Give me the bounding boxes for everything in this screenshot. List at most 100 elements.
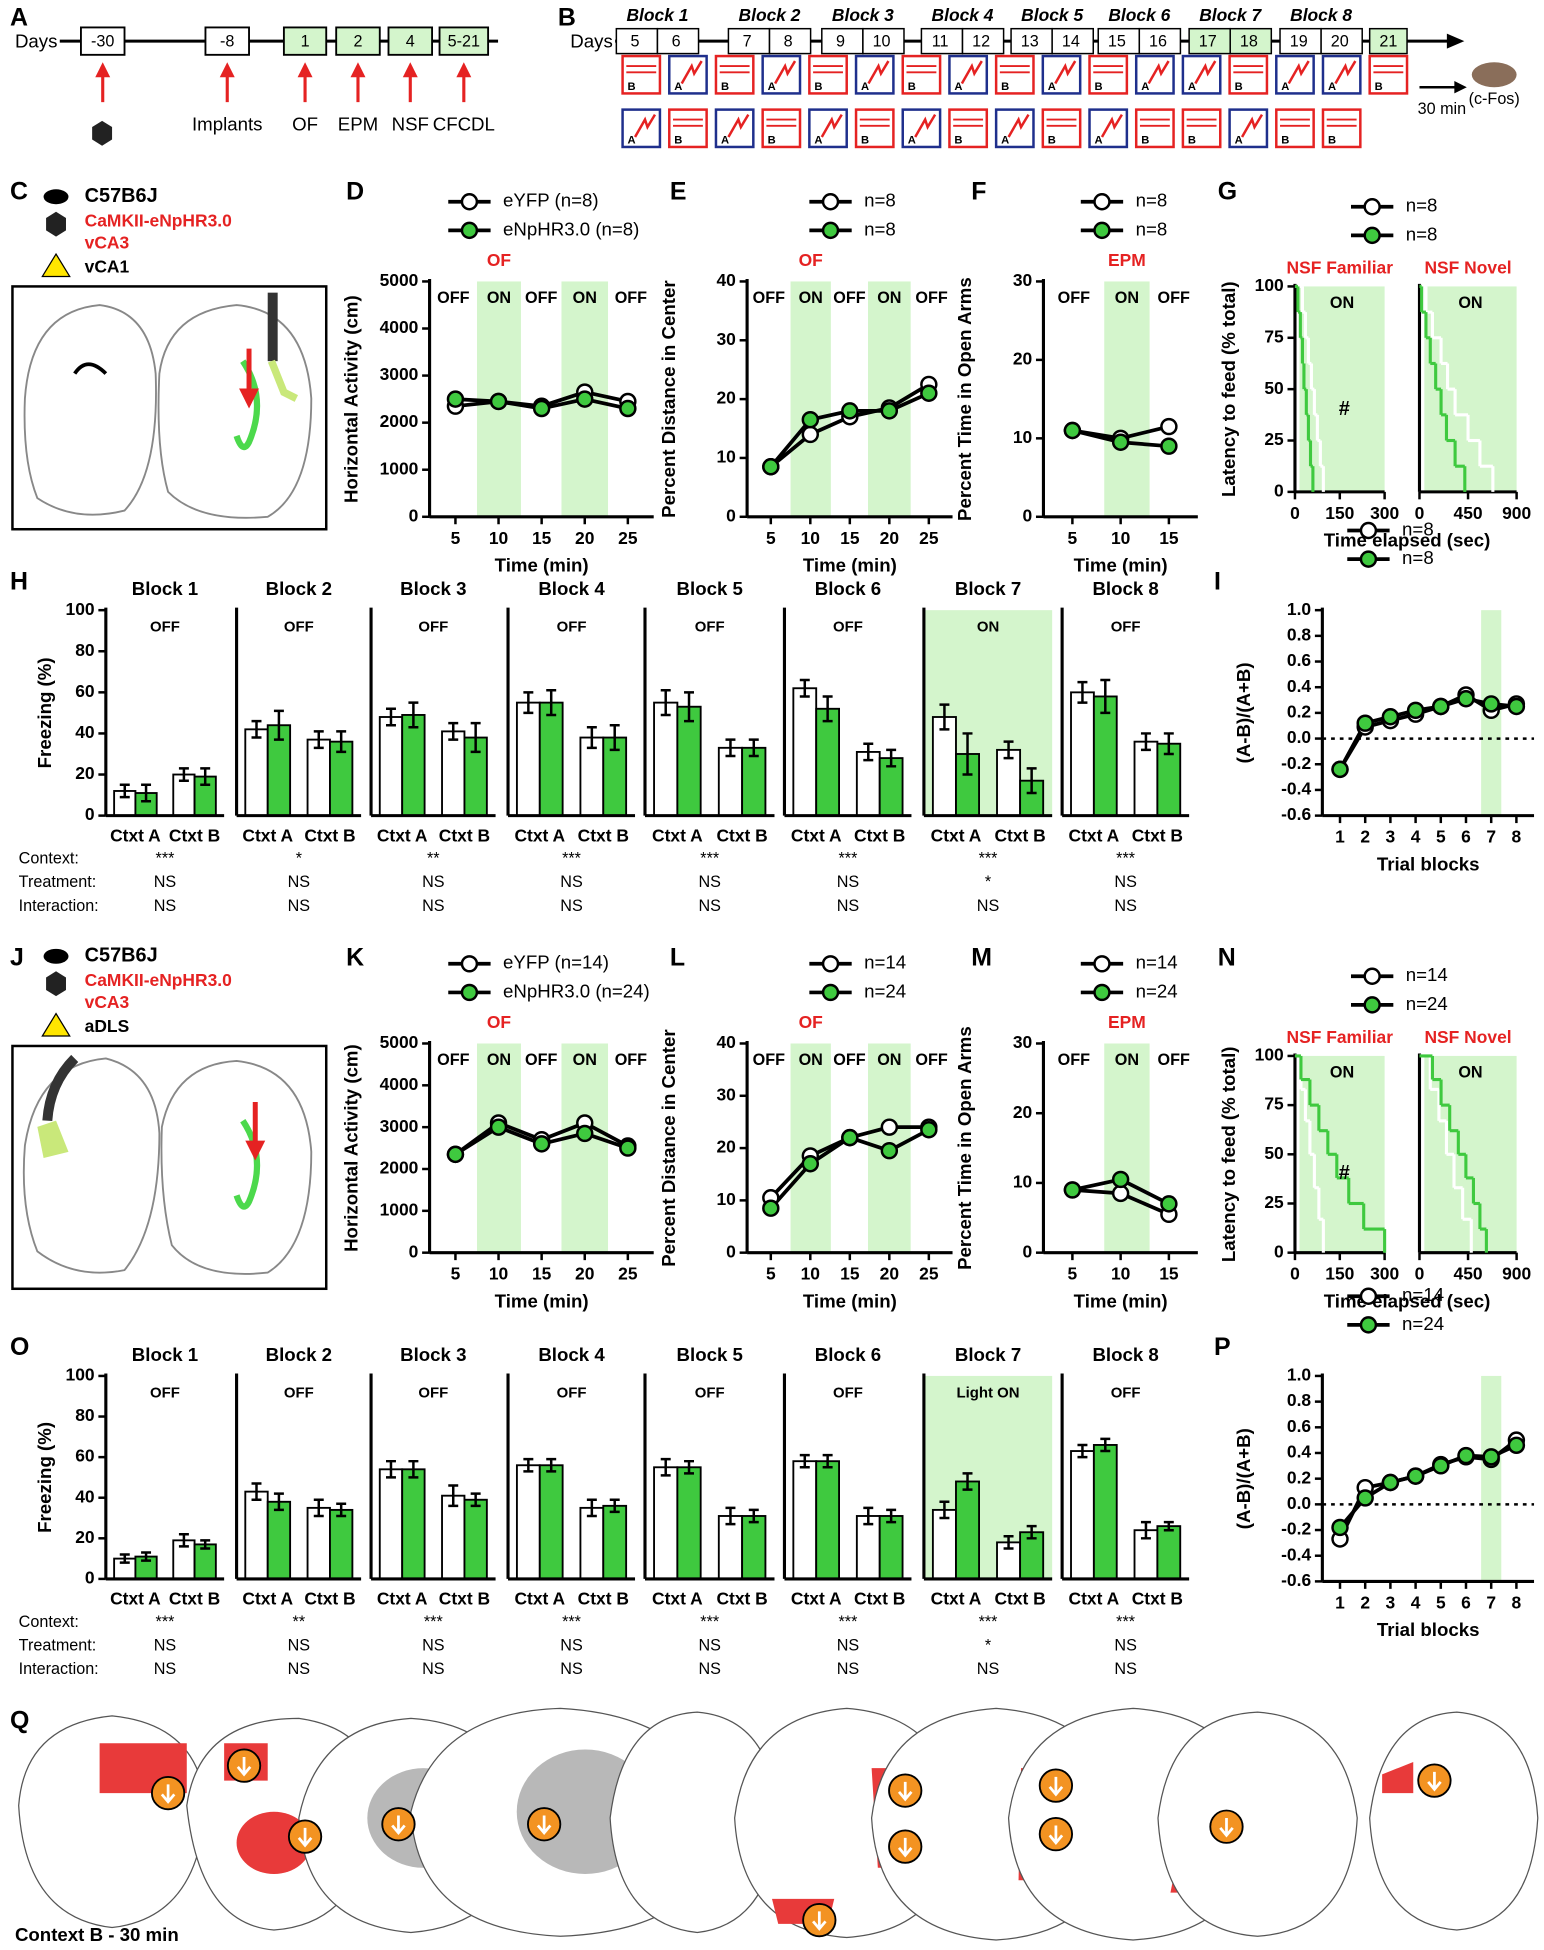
stat-label: *: [296, 849, 303, 867]
strain: C57B6J: [85, 185, 158, 207]
shaded-region: [1104, 1043, 1150, 1253]
x-tick-label: 5: [451, 1264, 461, 1284]
error-bar: [178, 767, 189, 782]
y-tick-label: 0: [85, 804, 95, 824]
context-box: [621, 54, 662, 95]
data-point: [1507, 1436, 1526, 1454]
error-bar: [660, 689, 671, 717]
stat-label: NS: [977, 1660, 1000, 1678]
bar: [1070, 691, 1095, 817]
y-tick-label: 2000: [380, 1158, 419, 1178]
y-tick-label: 0: [409, 505, 419, 525]
y-tick-label: 20: [716, 1137, 735, 1157]
day-box: [1138, 27, 1182, 55]
data-point: [1331, 760, 1349, 779]
error-bar: [1003, 1535, 1014, 1550]
block-label: Block 7: [1199, 5, 1262, 25]
bar: [741, 746, 767, 817]
context-letter: B: [768, 135, 776, 147]
day-label: 17: [1199, 33, 1217, 51]
legend-label: n=8: [1402, 518, 1434, 539]
y-tick-label: 4000: [380, 317, 419, 337]
stat-label: NS: [837, 1660, 860, 1678]
x-tick-label: 450: [1454, 503, 1483, 523]
day-label: 5: [631, 33, 640, 51]
stat-label: NS: [977, 897, 1000, 915]
x-tick-label: Ctxt A: [652, 825, 703, 845]
bar: [244, 1490, 269, 1580]
error-bar: [336, 730, 347, 754]
laser-icon: [41, 1012, 71, 1037]
context-box: [994, 54, 1035, 95]
target: vCA1: [85, 256, 130, 276]
stat-label: NS: [699, 897, 722, 915]
down-arrow: [536, 1815, 552, 1836]
x-tick-label: Ctxt A: [377, 1589, 428, 1609]
phase-label: OFF: [1058, 1051, 1090, 1069]
y-tick-label: 0: [726, 505, 736, 525]
block-title: Block 3: [400, 578, 466, 599]
bar: [579, 736, 605, 817]
legend-marker: [1359, 550, 1378, 568]
stat-label: NS: [288, 1660, 311, 1678]
error-bar: [886, 1508, 897, 1524]
context-box: [948, 108, 989, 149]
virus: CaMKII-eNpHR3.0: [85, 210, 232, 230]
shaded-region: [1104, 281, 1150, 517]
y-tick-label: 30: [1013, 270, 1032, 290]
x-tick-label: Ctxt A: [652, 1589, 703, 1609]
x-axis-label: Time (min): [495, 1290, 589, 1311]
data-point: [1160, 1195, 1178, 1213]
panel-letter: H: [10, 567, 28, 595]
chart-annotation: NSF Familiar: [1287, 258, 1394, 278]
context-letter: B: [954, 135, 962, 147]
bar: [1070, 1450, 1095, 1580]
error-bar: [609, 723, 620, 752]
chart-annotation: OF: [487, 250, 511, 270]
x-tick-label: Ctxt B: [716, 825, 767, 845]
y-tick-label: 40: [716, 1032, 735, 1052]
y-axis-label: Latency to feed (% total): [1218, 1046, 1239, 1262]
x-tick-label: 5: [766, 528, 776, 548]
bar: [741, 1515, 767, 1580]
stat-label: NS: [837, 897, 860, 915]
phase-label: OFF: [1058, 289, 1090, 307]
day-label: 16: [1149, 33, 1167, 51]
context-letter: A: [1141, 81, 1149, 93]
x-tick-label: 5: [1068, 1264, 1078, 1284]
block-title: Block 5: [677, 578, 743, 599]
day-label: 11: [932, 33, 949, 51]
bar: [306, 1506, 331, 1580]
panel-letter: G: [1218, 178, 1237, 206]
y-tick-label: 0: [1023, 505, 1033, 525]
bar: [653, 1466, 679, 1580]
context-box: [1275, 108, 1315, 149]
x-tick-label: 300: [1370, 503, 1399, 523]
panel-letter: P: [1214, 1333, 1231, 1361]
data-point: [1356, 714, 1374, 732]
error-bar: [119, 783, 130, 799]
stat-row-label: Treatment:: [19, 873, 97, 891]
arrow-head: [402, 62, 418, 78]
chart-annotation: OF: [487, 1012, 511, 1032]
error-bar: [725, 738, 736, 758]
phase-label: OFF: [437, 1051, 469, 1069]
stat-label: NS: [560, 1636, 583, 1654]
x-tick-label: 150: [1325, 1264, 1354, 1284]
x-tick-label: 20: [575, 1264, 594, 1284]
error-bar: [408, 1459, 419, 1479]
error-bar: [273, 709, 284, 741]
stat-label: *: [985, 873, 992, 891]
stat-label: **: [293, 1613, 306, 1631]
x-tick-label: 2: [1360, 827, 1370, 847]
stat-label: NS: [1114, 1636, 1137, 1654]
bar: [306, 738, 331, 817]
stat-label: NS: [288, 1636, 311, 1654]
day-label: 18: [1240, 33, 1258, 51]
x-tick-label: 20: [575, 528, 594, 548]
day-label: 1: [301, 33, 310, 51]
x-tick-label: 10: [801, 528, 820, 548]
stat-row-label: Treatment:: [19, 1636, 97, 1654]
x-tick-label: 10: [801, 1264, 820, 1284]
context-letter: B: [1375, 81, 1383, 93]
